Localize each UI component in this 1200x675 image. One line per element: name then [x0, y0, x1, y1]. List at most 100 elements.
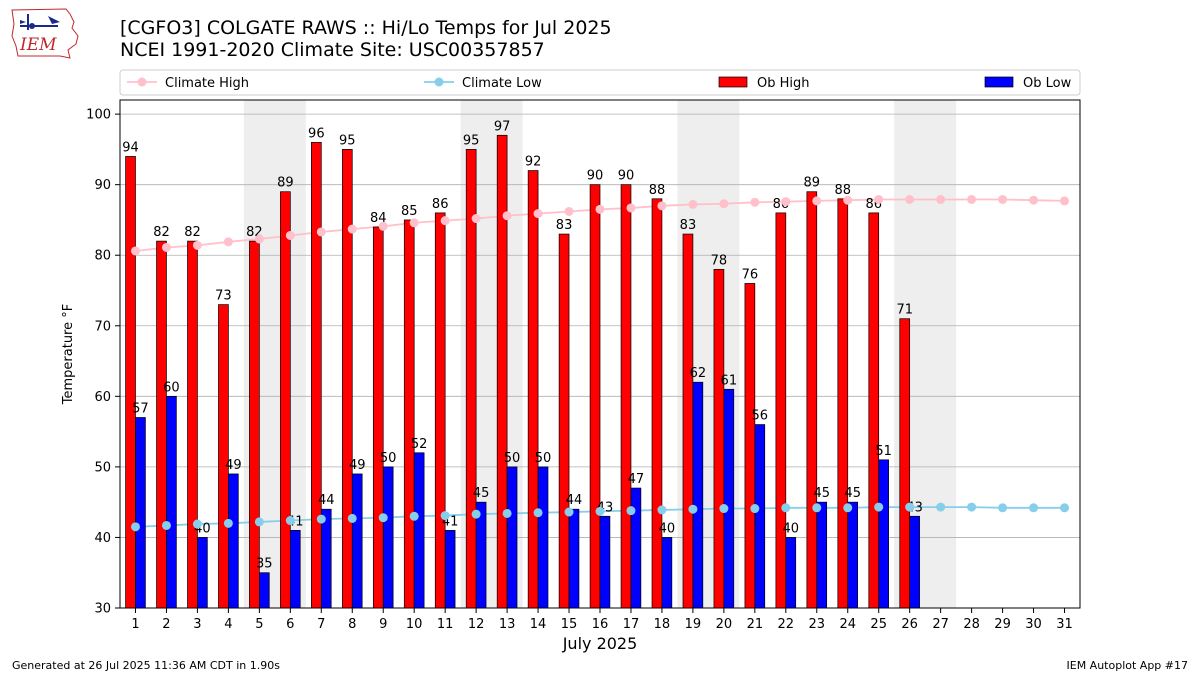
- climate-low-point: [378, 513, 388, 523]
- climate-low-point: [874, 502, 884, 512]
- x-tick-label: 18: [654, 617, 671, 632]
- x-tick-label: 23: [809, 617, 826, 632]
- climate-high-point: [812, 196, 822, 206]
- x-tick-label: 5: [255, 617, 263, 632]
- y-tick-label: 40: [94, 531, 111, 546]
- x-tick-label: 4: [224, 617, 232, 632]
- x-tick-label: 28: [963, 617, 980, 632]
- climate-low-point: [192, 519, 202, 529]
- ob-low-label: 45: [844, 486, 861, 501]
- ob-high-bar: [806, 191, 818, 609]
- legend-bar-swatch: [718, 76, 748, 88]
- ob-low-label: 44: [566, 493, 583, 508]
- ob-low-label: 45: [473, 486, 490, 501]
- ob-low-bar: [259, 572, 270, 609]
- ob-high-label: 89: [804, 176, 821, 191]
- ob-low-bar: [847, 501, 859, 609]
- climate-high-point: [719, 199, 729, 209]
- climate-high-point: [440, 216, 450, 226]
- climate-high-point: [781, 197, 791, 207]
- ob-high-bar: [713, 268, 725, 609]
- y-tick-label: 100: [86, 108, 111, 123]
- ob-low-label: 50: [535, 451, 552, 466]
- ob-high-label: 90: [587, 169, 604, 184]
- ob-low-bar: [785, 537, 797, 609]
- ob-high-bar: [868, 212, 880, 609]
- legend-box: [119, 69, 1081, 96]
- ob-low-label: 45: [813, 486, 830, 501]
- climate-low-point: [223, 518, 233, 528]
- climate-high-point: [130, 246, 140, 256]
- x-tick-label: 12: [468, 617, 485, 632]
- ob-low-bar: [289, 530, 301, 609]
- ob-low-bar: [228, 473, 239, 609]
- climate-high-point: [936, 194, 946, 204]
- climate-low-point: [595, 506, 605, 516]
- svg-text:IEM: IEM: [19, 35, 57, 55]
- ob-high-bar: [682, 233, 694, 609]
- climate-low-point: [440, 511, 450, 521]
- climate-low-point: [502, 508, 512, 518]
- ob-high-bar: [187, 240, 198, 609]
- x-tick-label: 2: [162, 617, 170, 632]
- climate-low-point: [285, 516, 295, 526]
- ob-low-label: 49: [225, 458, 242, 473]
- ob-high-bar: [341, 149, 353, 609]
- x-tick-label: 21: [747, 617, 764, 632]
- ob-low-label: 35: [256, 557, 273, 572]
- climate-high-point: [626, 203, 636, 213]
- x-tick-label: 8: [348, 617, 356, 632]
- y-tick-label: 70: [94, 319, 111, 334]
- legend-marker-swatch: [137, 77, 147, 87]
- climate-high-point: [1029, 195, 1039, 205]
- x-tick-label: 11: [437, 617, 454, 632]
- ob-high-bar: [403, 219, 415, 609]
- climate-low-point: [1029, 503, 1039, 513]
- ob-low-bar: [320, 508, 332, 609]
- climate-high-point: [533, 209, 543, 219]
- ob-high-bar: [620, 184, 632, 609]
- ob-high-bar: [589, 184, 601, 609]
- ob-high-label: 71: [896, 303, 913, 318]
- iem-logo: IEM: [11, 8, 79, 59]
- ob-high-label: 76: [742, 267, 759, 282]
- ob-high-bar: [744, 283, 756, 609]
- ob-low-label: 61: [721, 373, 738, 388]
- ob-low-bar: [135, 417, 146, 609]
- ob-low-bar: [351, 473, 363, 609]
- ob-low-bar: [661, 537, 673, 609]
- ob-low-bar: [630, 487, 642, 609]
- y-axis-label: Temperature °F: [61, 304, 76, 405]
- x-tick-label: 14: [530, 617, 547, 632]
- climate-low-point: [843, 503, 853, 513]
- x-tick-label: 3: [193, 617, 201, 632]
- climate-high-point: [750, 197, 760, 207]
- x-tick-label: 15: [561, 617, 578, 632]
- ob-low-bar: [568, 508, 580, 609]
- ob-low-label: 40: [782, 521, 799, 536]
- y-tick-label: 80: [94, 249, 111, 264]
- x-tick-label: 25: [870, 617, 887, 632]
- x-tick-label: 9: [379, 617, 387, 632]
- ob-high-bar: [280, 191, 291, 609]
- ob-high-label: 88: [835, 183, 852, 198]
- legend-label: Ob Low: [1023, 76, 1072, 91]
- ob-high-label: 82: [153, 225, 170, 240]
- ob-high-bar: [311, 141, 322, 609]
- climate-low-point: [1060, 503, 1070, 513]
- climate-high-point: [471, 214, 481, 224]
- y-tick-label: 50: [94, 460, 111, 475]
- climate-low-point: [750, 504, 760, 514]
- climate-low-point: [998, 503, 1008, 513]
- y-tick-label: 60: [94, 390, 111, 405]
- ob-low-bar: [878, 459, 889, 609]
- ob-high-label: 78: [711, 253, 728, 268]
- ob-low-label: 56: [752, 409, 769, 424]
- climate-low-point: [626, 506, 636, 516]
- climate-high-point: [998, 194, 1008, 204]
- climate-high-point: [657, 201, 667, 211]
- chart-title: [CGFO3] COLGATE RAWS :: Hi/Lo Temps for …: [120, 17, 612, 39]
- ob-low-bar: [723, 388, 735, 609]
- climate-low-point: [719, 504, 729, 514]
